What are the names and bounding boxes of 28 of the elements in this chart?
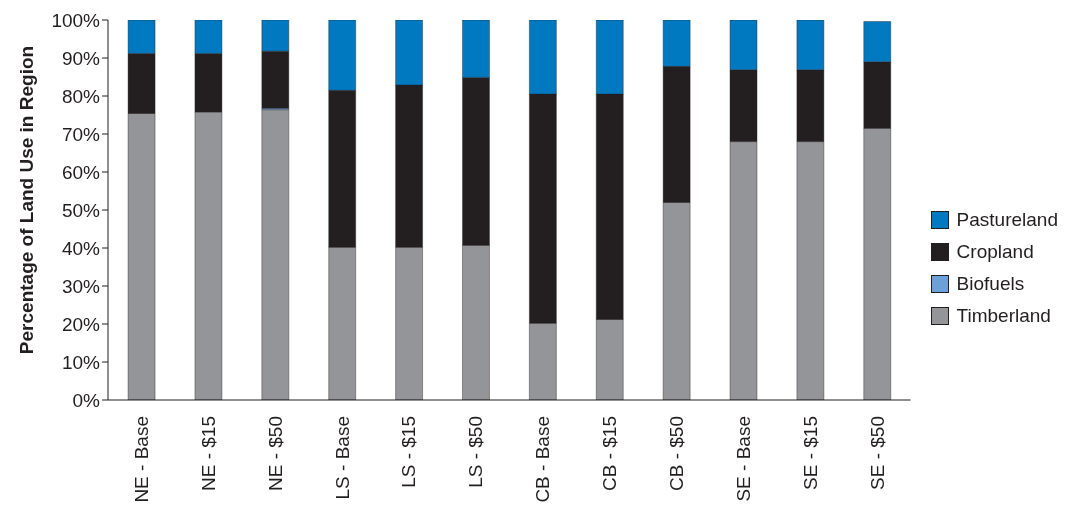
y-tick-label: 20% [61, 313, 101, 335]
x-tick-label: LS - Base [331, 416, 353, 500]
x-tick-label: CB - $15 [599, 416, 621, 491]
x-tick-label: NE - Base [130, 416, 152, 503]
x-tick-label: SE - $15 [799, 416, 821, 490]
y-tick-label: 70% [61, 123, 101, 145]
x-tick-label: SE - $50 [866, 416, 888, 490]
x-tick-label: NE - $50 [264, 416, 286, 491]
y-tick-label: 40% [61, 237, 101, 259]
y-tick-label: 50% [61, 199, 101, 221]
y-tick-label: 90% [61, 47, 101, 69]
y-tick-label: 100% [51, 9, 101, 31]
y-axis-title: Percentage of Land Use in Region [15, 45, 37, 355]
y-tick-label: 0% [72, 389, 101, 411]
legend-label: Cropland [956, 241, 1034, 263]
y-tick-label: 10% [61, 351, 101, 373]
x-tick-label: CB - $50 [666, 416, 687, 491]
x-tick-label: LS - $15 [398, 416, 420, 488]
x-tick-label: NE - $15 [197, 416, 219, 491]
x-tick-label: LS - $50 [465, 416, 487, 488]
legend-label: Timberland [956, 305, 1051, 327]
x-tick-label: SE - Base [732, 416, 754, 502]
y-tick-label: 80% [61, 85, 101, 107]
x-tick-label: CB - Base [532, 416, 554, 503]
legend-label: Pastureland [956, 209, 1058, 231]
legend-label: Biofuels [956, 273, 1025, 295]
y-tick-label: 60% [61, 161, 101, 183]
y-tick-label: 30% [61, 275, 101, 297]
